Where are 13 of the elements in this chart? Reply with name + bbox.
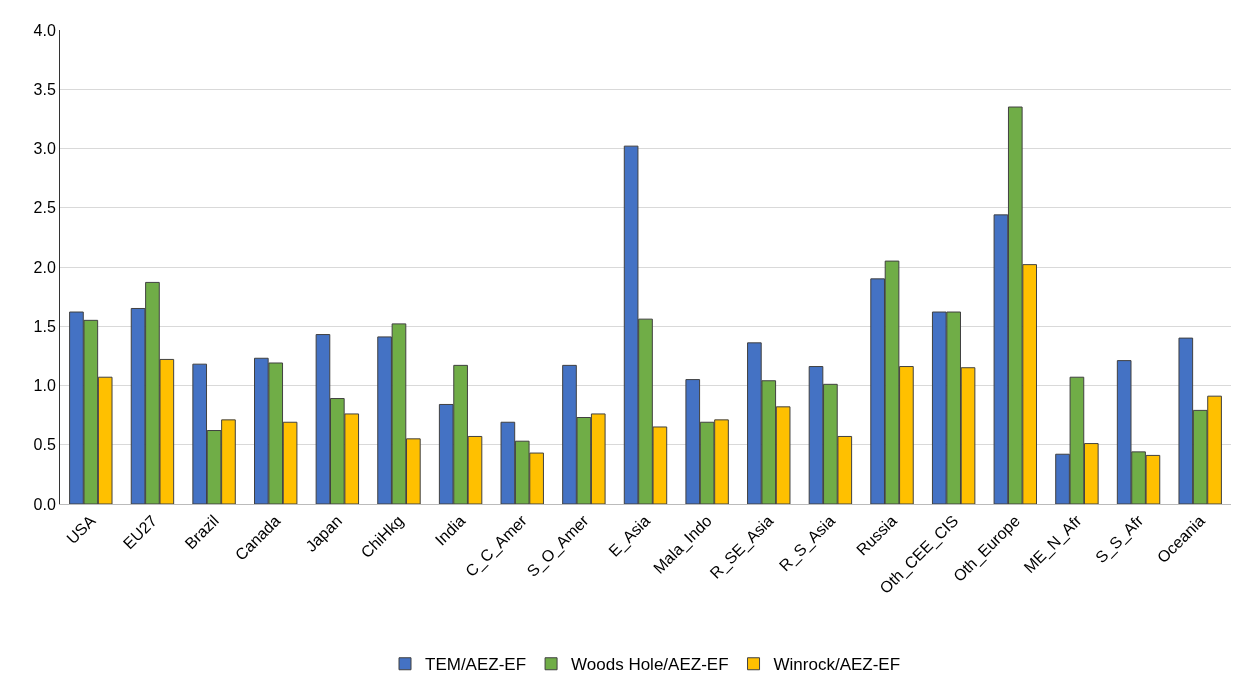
y-tick-label: 0.0 bbox=[33, 495, 56, 513]
y-tick-label: 0.5 bbox=[33, 436, 56, 454]
legend-label: Woods Hole/AEZ-EF bbox=[571, 655, 729, 675]
y-tick-label: 3.5 bbox=[33, 80, 56, 98]
y-tick-label: 1.5 bbox=[33, 317, 56, 335]
y-tick-label: 2.0 bbox=[33, 258, 56, 276]
legend-label: TEM/AEZ-EF bbox=[425, 655, 527, 675]
y-tick-label: 1.0 bbox=[33, 377, 56, 395]
y-tick-label: 2.5 bbox=[33, 199, 56, 217]
legend-label: Winrock/AEZ-EF bbox=[773, 655, 901, 675]
x-tick-label: USA bbox=[63, 511, 99, 548]
y-tick-label: 3.0 bbox=[33, 140, 56, 158]
y-tick-label: 4.0 bbox=[33, 21, 56, 39]
